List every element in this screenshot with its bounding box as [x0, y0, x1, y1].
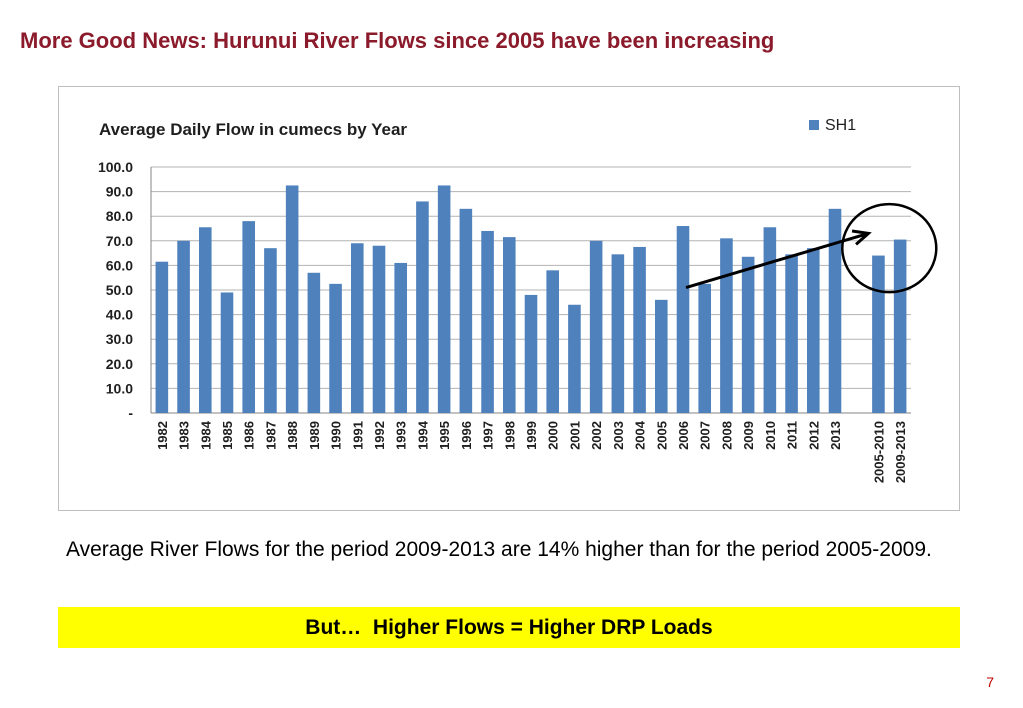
- bar: [394, 262, 408, 413]
- bar: [372, 245, 386, 413]
- bar: [459, 208, 473, 413]
- bar: [285, 185, 299, 413]
- x-tick-label: 1999: [524, 421, 539, 450]
- y-tick-label: 10.0: [106, 380, 133, 396]
- x-tick-label: 1990: [329, 421, 344, 450]
- bar: [329, 283, 342, 413]
- caption-text: Average River Flows for the period 2009-…: [66, 538, 932, 561]
- x-tick-label: 1997: [481, 421, 496, 450]
- bar: [481, 230, 494, 413]
- bar: [828, 208, 842, 413]
- chart-title: Average Daily Flow in cumecs by Year: [99, 120, 407, 139]
- x-tick-label: 2011: [785, 421, 800, 449]
- x-tick-label: 2002: [589, 421, 604, 450]
- x-tick-label: 2008: [719, 421, 734, 450]
- bar: [698, 283, 712, 413]
- x-tick-label: 1987: [263, 421, 278, 450]
- bar: [546, 270, 560, 413]
- highlight-circle: [841, 202, 938, 294]
- annotations: [685, 202, 938, 294]
- y-tick-label: 60.0: [106, 257, 133, 273]
- bar-chart: Average Daily Flow in cumecs by Year SH1…: [98, 117, 938, 483]
- bar: [264, 248, 277, 413]
- bar: [763, 227, 777, 413]
- bar: [741, 256, 755, 413]
- page-number: 7: [986, 674, 994, 690]
- y-tick-label: 100.0: [98, 159, 133, 175]
- banner-text: But… Higher Flows = Higher DRP Loads: [305, 615, 713, 639]
- bar: [676, 226, 690, 413]
- bar: [350, 243, 364, 413]
- bar: [177, 240, 190, 413]
- x-tick-label: 1998: [502, 421, 517, 450]
- x-tick-label: 2013: [828, 421, 843, 450]
- bar: [568, 304, 581, 413]
- x-tick-label: 1983: [177, 421, 192, 450]
- bar: [198, 227, 212, 413]
- x-tick-label: 1996: [459, 421, 474, 450]
- x-tick-label: 2003: [611, 421, 626, 450]
- bar: [720, 238, 733, 413]
- x-tick-label: 2012: [806, 421, 821, 450]
- chart-frame: Average Daily Flow in cumecs by Year SH1…: [58, 86, 960, 511]
- bar: [872, 255, 885, 413]
- x-tick-label: 2005-2010: [871, 421, 886, 483]
- x-tick-label: 2001: [567, 421, 582, 450]
- x-tick-label: 2005: [654, 421, 669, 450]
- bar: [524, 294, 538, 413]
- slide-title: More Good News: Hurunui River Flows sinc…: [20, 28, 775, 53]
- legend-swatch: [809, 120, 819, 130]
- bar: [155, 261, 169, 413]
- x-tick-label: 1984: [198, 420, 213, 450]
- x-tick-label: 2010: [763, 421, 778, 450]
- bars: [155, 185, 907, 413]
- x-tick-label: 2009: [741, 421, 756, 450]
- x-tick-label: 1986: [242, 421, 257, 450]
- trend-arrow-line: [685, 231, 869, 289]
- bar: [893, 239, 907, 413]
- x-tick-label: 1989: [307, 421, 322, 450]
- y-tick-label: 30.0: [106, 331, 133, 347]
- y-tick-label: 80.0: [106, 208, 133, 224]
- bar: [806, 248, 820, 413]
- bar: [416, 201, 429, 413]
- bar: [589, 240, 603, 413]
- x-tick-label: 2009-2013: [893, 421, 908, 483]
- x-tick-label: 1994: [415, 420, 430, 450]
- y-tick-label: 90.0: [106, 184, 133, 200]
- y-axis-ticks: - 10.0 20.0 30.0 40.0 50.0 60.0 70.0 80.0 90.0 100…: [98, 159, 133, 421]
- bar: [437, 185, 451, 413]
- trend-arrow-head: [851, 229, 872, 246]
- conclusion-banner: But… Higher Flows = Higher DRP Loads: [58, 607, 960, 648]
- bar: [654, 299, 668, 413]
- bar: [611, 254, 625, 413]
- x-tick-label: 2000: [546, 421, 561, 450]
- y-tick-label: -: [128, 405, 133, 421]
- bar: [220, 292, 234, 413]
- bar: [785, 254, 798, 413]
- x-tick-label: 1995: [437, 421, 452, 450]
- y-tick-label: 70.0: [106, 233, 133, 249]
- x-tick-label: 2007: [698, 421, 713, 450]
- x-tick-label: 1982: [155, 421, 170, 450]
- x-axis-ticks: 1982 1983 1984 1985 1986 1987 1988 1989 1990 1991…: [155, 420, 908, 483]
- x-tick-label: 2006: [676, 421, 691, 450]
- y-tick-label: 20.0: [106, 356, 133, 372]
- x-tick-label: 1991: [350, 421, 365, 450]
- x-tick-label: 2004: [633, 420, 648, 450]
- bar: [633, 246, 646, 413]
- bar: [502, 237, 516, 413]
- bar: [242, 221, 256, 413]
- x-tick-label: 1985: [220, 421, 235, 450]
- legend-label: SH1: [825, 117, 856, 134]
- legend: SH1: [809, 117, 856, 134]
- bar: [307, 272, 321, 413]
- x-tick-label: 1993: [394, 421, 409, 450]
- x-tick-label: 1988: [285, 421, 300, 450]
- x-tick-label: 1992: [372, 421, 387, 450]
- y-tick-label: 40.0: [106, 307, 133, 323]
- y-tick-label: 50.0: [106, 282, 133, 298]
